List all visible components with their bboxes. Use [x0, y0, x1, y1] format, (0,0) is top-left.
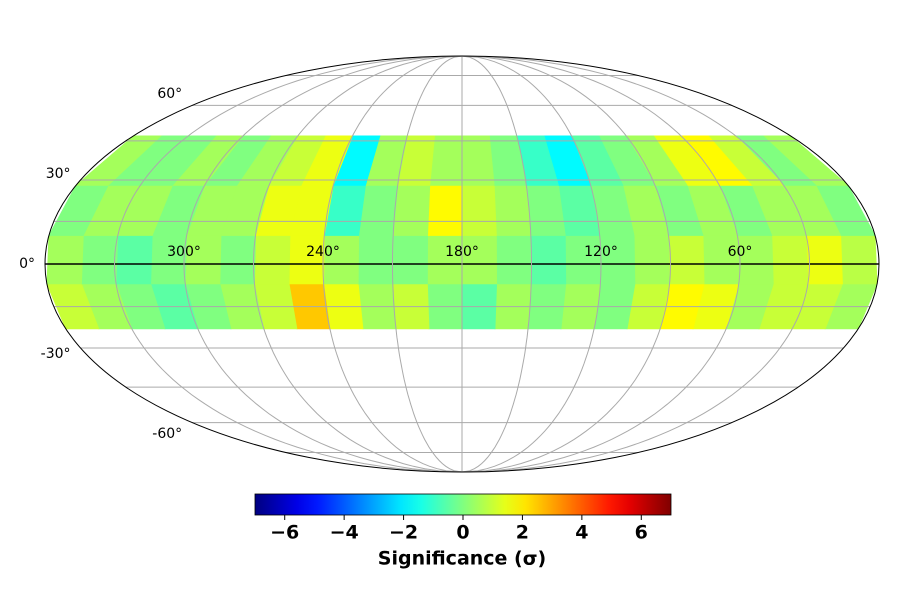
significance-cell	[771, 235, 809, 285]
significance-cell	[357, 235, 394, 285]
meridian-line	[183, 55, 463, 473]
lon-tick-label: 60°	[728, 244, 753, 260]
lat-tick-label: -60°	[152, 426, 182, 442]
significance-cell	[525, 185, 566, 236]
lat-tick-label: 60°	[157, 86, 182, 102]
colorbar-label: Significance (σ)	[378, 548, 546, 570]
significance-cell	[493, 185, 532, 236]
lon-tick-label: 180°	[445, 244, 479, 260]
significance-cell	[840, 235, 878, 285]
meridian-line	[113, 55, 463, 473]
significance-cell	[427, 185, 463, 236]
significance-cell	[46, 235, 84, 285]
colorbar-tick-label: 0	[456, 522, 469, 544]
lat-tick-label: 0°	[19, 256, 35, 272]
meridian-line	[461, 55, 811, 473]
lat-tick-label: -30°	[41, 346, 71, 362]
colorbar-tick-label: 4	[575, 522, 588, 544]
significance-cell	[530, 235, 567, 285]
colorbar-tick-label: −6	[270, 522, 299, 544]
significance-cell	[219, 235, 256, 285]
colorbar-tick-label: −4	[330, 522, 359, 544]
meridian-line	[461, 55, 672, 473]
significance-cell	[461, 185, 497, 236]
significance-cell	[461, 135, 495, 186]
significance-cell	[495, 235, 532, 285]
meridian-line	[252, 55, 463, 473]
significance-cell	[81, 235, 119, 285]
significance-cell	[429, 135, 463, 186]
meridian-line	[461, 55, 532, 473]
significance-cell	[392, 235, 429, 285]
colorbar-tick-label: 6	[635, 522, 648, 544]
map-outline	[44, 55, 880, 473]
meridian-line	[461, 55, 741, 473]
lat-tick-label: 30°	[46, 166, 71, 182]
significance-cell	[254, 235, 291, 285]
colorbar-tick-label: −2	[389, 522, 418, 544]
significance-cell	[115, 235, 153, 285]
meridian-line	[322, 55, 463, 473]
lon-tick-label: 300°	[167, 244, 201, 260]
significance-cell	[633, 235, 670, 285]
significance-cell	[668, 235, 705, 285]
lon-tick-label: 240°	[306, 244, 340, 260]
meridian-line	[461, 55, 602, 473]
meridian-line	[392, 55, 463, 473]
colorbar	[254, 493, 672, 516]
colorbar-tick-label: 2	[516, 522, 529, 544]
significance-cell	[392, 185, 431, 236]
lon-tick-label: 120°	[584, 244, 618, 260]
significance-cell	[805, 235, 843, 285]
